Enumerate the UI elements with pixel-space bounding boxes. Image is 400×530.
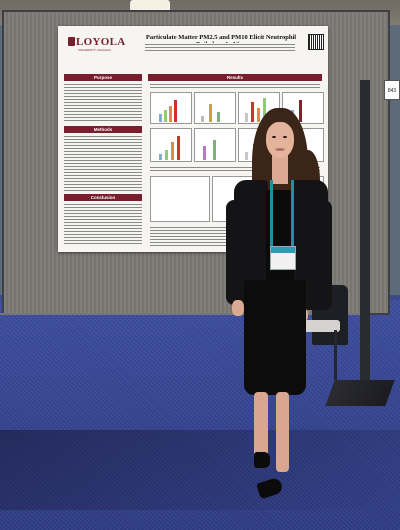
section-purpose: Purpose	[64, 74, 142, 81]
leg-right	[276, 392, 289, 472]
floor-shadow	[0, 430, 400, 510]
chair-seat	[296, 320, 340, 332]
face	[266, 122, 294, 158]
university-logo: LOYOLA	[76, 36, 126, 48]
sleeve-left	[226, 200, 244, 305]
qr-code	[308, 34, 324, 50]
results-plot	[194, 128, 236, 162]
eye	[283, 136, 287, 138]
lips	[275, 148, 285, 151]
ceiling-light	[130, 0, 170, 12]
lanyard	[270, 180, 273, 248]
section-results: Results	[148, 74, 322, 81]
university-logo-sub: UNIVERSITY CHICAGO	[78, 48, 111, 52]
section-methods: Methods	[64, 126, 142, 133]
eye	[272, 136, 276, 138]
board-stand-pole	[360, 80, 370, 380]
chair-leg	[334, 330, 337, 380]
pencil-skirt	[244, 280, 306, 395]
results-caption	[150, 83, 320, 88]
poster-header: LOYOLA UNIVERSITY CHICAGO Particulate Ma…	[58, 26, 328, 66]
university-seal-icon	[68, 37, 75, 46]
poster-authors	[140, 43, 300, 52]
section-conclusion: Conclusion	[64, 194, 142, 201]
sleeve-right	[316, 200, 332, 310]
board-base-rail	[0, 313, 360, 315]
neck	[272, 154, 288, 184]
board-stand-base	[325, 380, 395, 406]
results-plot	[194, 92, 236, 124]
shoe-left	[254, 452, 270, 468]
name-badge	[270, 246, 296, 270]
hand-left	[232, 300, 244, 316]
results-plot	[150, 92, 192, 124]
author-lines	[145, 43, 295, 52]
results-caption	[150, 166, 320, 171]
conclusion-text	[64, 203, 142, 245]
purpose-text	[64, 83, 142, 121]
leg-left	[254, 392, 268, 460]
results-plot	[150, 128, 192, 162]
methods-text	[64, 135, 142, 191]
lanyard	[291, 180, 294, 248]
results-plot	[150, 176, 210, 222]
booth-number-sign: 843	[384, 80, 400, 100]
